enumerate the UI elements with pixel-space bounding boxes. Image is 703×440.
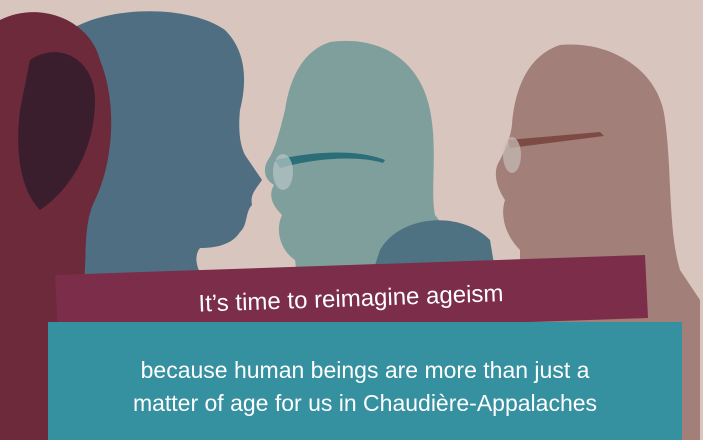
subtitle-line: matter of age for us in Chaudière-Appala… bbox=[133, 390, 597, 416]
lens bbox=[503, 137, 521, 173]
page: It’s time to reimagine ageism because hu… bbox=[0, 0, 703, 440]
lens bbox=[273, 154, 293, 190]
subtitle-line: because human beings are more than just … bbox=[141, 357, 590, 383]
poster: It’s time to reimagine ageism because hu… bbox=[0, 0, 703, 440]
